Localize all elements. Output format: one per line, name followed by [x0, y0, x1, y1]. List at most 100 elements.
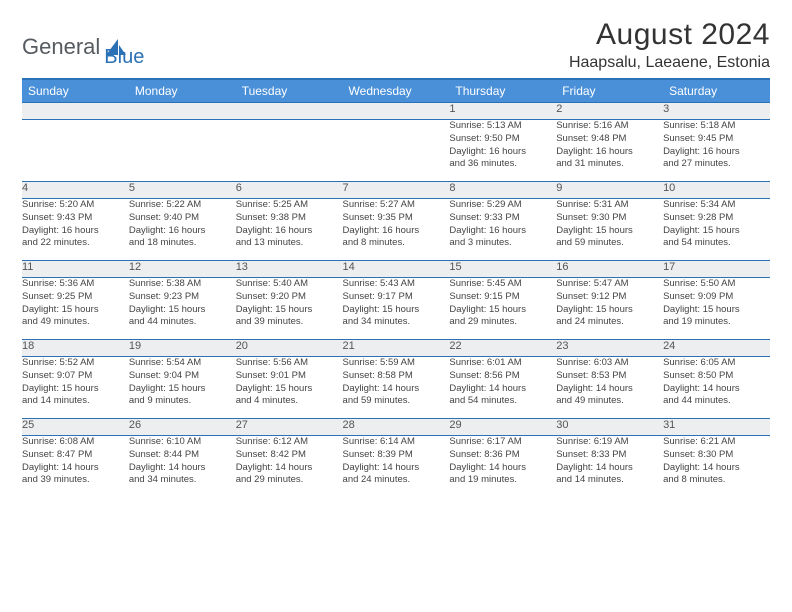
- day2-text: and 24 minutes.: [343, 474, 450, 487]
- day-number: 5: [129, 182, 236, 199]
- day-cell: Sunrise: 5:34 AMSunset: 9:28 PMDaylight:…: [663, 199, 770, 261]
- day-cell: Sunrise: 5:50 AMSunset: 9:09 PMDaylight:…: [663, 278, 770, 340]
- day-number-row: 18192021222324: [22, 340, 770, 357]
- day2-text: and 8 minutes.: [663, 474, 770, 487]
- day1-text: Daylight: 16 hours: [449, 225, 556, 238]
- sunset-text: Sunset: 8:30 PM: [663, 449, 770, 462]
- sunrise-text: Sunrise: 5:56 AM: [236, 357, 343, 370]
- day-content-row: Sunrise: 5:20 AMSunset: 9:43 PMDaylight:…: [22, 199, 770, 261]
- day1-text: Daylight: 15 hours: [343, 304, 450, 317]
- day2-text: and 3 minutes.: [449, 237, 556, 250]
- day1-text: Daylight: 15 hours: [22, 304, 129, 317]
- sunset-text: Sunset: 8:42 PM: [236, 449, 343, 462]
- day-cell: Sunrise: 5:29 AMSunset: 9:33 PMDaylight:…: [449, 199, 556, 261]
- day1-text: Daylight: 15 hours: [129, 304, 236, 317]
- day-cell: Sunrise: 5:52 AMSunset: 9:07 PMDaylight:…: [22, 357, 129, 419]
- sunset-text: Sunset: 9:43 PM: [22, 212, 129, 225]
- day1-text: Daylight: 16 hours: [236, 225, 343, 238]
- day-number: 29: [449, 419, 556, 436]
- day2-text: and 49 minutes.: [556, 395, 663, 408]
- sunset-text: Sunset: 9:01 PM: [236, 370, 343, 383]
- day-number: 18: [22, 340, 129, 357]
- sunrise-text: Sunrise: 5:31 AM: [556, 199, 663, 212]
- sunset-text: Sunset: 8:44 PM: [129, 449, 236, 462]
- day2-text: and 59 minutes.: [343, 395, 450, 408]
- day-number: 2: [556, 103, 663, 120]
- sunrise-text: Sunrise: 5:50 AM: [663, 278, 770, 291]
- sunrise-text: Sunrise: 5:45 AM: [449, 278, 556, 291]
- day-cell: Sunrise: 6:03 AMSunset: 8:53 PMDaylight:…: [556, 357, 663, 419]
- day-cell: Sunrise: 5:18 AMSunset: 9:45 PMDaylight:…: [663, 120, 770, 182]
- day2-text: and 29 minutes.: [449, 316, 556, 329]
- sunrise-text: Sunrise: 5:13 AM: [449, 120, 556, 133]
- day2-text: and 54 minutes.: [663, 237, 770, 250]
- day2-text: and 14 minutes.: [556, 474, 663, 487]
- sunrise-text: Sunrise: 5:16 AM: [556, 120, 663, 133]
- sunset-text: Sunset: 9:04 PM: [129, 370, 236, 383]
- day-content-row: Sunrise: 6:08 AMSunset: 8:47 PMDaylight:…: [22, 436, 770, 498]
- day2-text: and 8 minutes.: [343, 237, 450, 250]
- sunset-text: Sunset: 9:23 PM: [129, 291, 236, 304]
- day2-text: and 39 minutes.: [22, 474, 129, 487]
- day1-text: Daylight: 14 hours: [663, 462, 770, 475]
- sunset-text: Sunset: 9:09 PM: [663, 291, 770, 304]
- sunset-text: Sunset: 9:33 PM: [449, 212, 556, 225]
- sunrise-text: Sunrise: 5:18 AM: [663, 120, 770, 133]
- day-number: 11: [22, 261, 129, 278]
- page-title: August 2024: [569, 18, 770, 52]
- day1-text: Daylight: 14 hours: [236, 462, 343, 475]
- day-number: 12: [129, 261, 236, 278]
- day-cell: Sunrise: 5:59 AMSunset: 8:58 PMDaylight:…: [343, 357, 450, 419]
- page-header: General Blue August 2024 Haapsalu, Laeae…: [22, 18, 770, 72]
- sunrise-text: Sunrise: 6:12 AM: [236, 436, 343, 449]
- day-number: 10: [663, 182, 770, 199]
- day-cell: [22, 120, 129, 182]
- sunrise-text: Sunrise: 5:54 AM: [129, 357, 236, 370]
- day2-text: and 34 minutes.: [129, 474, 236, 487]
- sunset-text: Sunset: 9:38 PM: [236, 212, 343, 225]
- day2-text: and 19 minutes.: [663, 316, 770, 329]
- sunset-text: Sunset: 8:33 PM: [556, 449, 663, 462]
- day1-text: Daylight: 14 hours: [129, 462, 236, 475]
- day2-text: and 54 minutes.: [449, 395, 556, 408]
- sunset-text: Sunset: 8:56 PM: [449, 370, 556, 383]
- logo-text-1: General: [22, 34, 100, 60]
- sunrise-text: Sunrise: 6:10 AM: [129, 436, 236, 449]
- day1-text: Daylight: 14 hours: [343, 383, 450, 396]
- day1-text: Daylight: 15 hours: [236, 304, 343, 317]
- sunset-text: Sunset: 9:48 PM: [556, 133, 663, 146]
- day-header: Thursday: [449, 79, 556, 103]
- day2-text: and 4 minutes.: [236, 395, 343, 408]
- sunrise-text: Sunrise: 5:29 AM: [449, 199, 556, 212]
- sunset-text: Sunset: 9:45 PM: [663, 133, 770, 146]
- day-cell: Sunrise: 5:47 AMSunset: 9:12 PMDaylight:…: [556, 278, 663, 340]
- sunrise-text: Sunrise: 5:25 AM: [236, 199, 343, 212]
- day1-text: Daylight: 15 hours: [663, 225, 770, 238]
- day-header: Monday: [129, 79, 236, 103]
- calendar-table: Sunday Monday Tuesday Wednesday Thursday…: [22, 78, 770, 498]
- day-header: Sunday: [22, 79, 129, 103]
- sunrise-text: Sunrise: 5:22 AM: [129, 199, 236, 212]
- day1-text: Daylight: 14 hours: [663, 383, 770, 396]
- day2-text: and 13 minutes.: [236, 237, 343, 250]
- day2-text: and 39 minutes.: [236, 316, 343, 329]
- day1-text: Daylight: 16 hours: [22, 225, 129, 238]
- day1-text: Daylight: 16 hours: [556, 146, 663, 159]
- day-cell: Sunrise: 6:14 AMSunset: 8:39 PMDaylight:…: [343, 436, 450, 498]
- day-header-row: Sunday Monday Tuesday Wednesday Thursday…: [22, 79, 770, 103]
- sunrise-text: Sunrise: 6:14 AM: [343, 436, 450, 449]
- sunrise-text: Sunrise: 5:34 AM: [663, 199, 770, 212]
- day-cell: Sunrise: 6:12 AMSunset: 8:42 PMDaylight:…: [236, 436, 343, 498]
- day-cell: Sunrise: 5:20 AMSunset: 9:43 PMDaylight:…: [22, 199, 129, 261]
- day-number: 31: [663, 419, 770, 436]
- day-number: 22: [449, 340, 556, 357]
- day1-text: Daylight: 14 hours: [343, 462, 450, 475]
- sunset-text: Sunset: 9:35 PM: [343, 212, 450, 225]
- day2-text: and 34 minutes.: [343, 316, 450, 329]
- sunrise-text: Sunrise: 6:01 AM: [449, 357, 556, 370]
- sunset-text: Sunset: 9:12 PM: [556, 291, 663, 304]
- day-cell: [129, 120, 236, 182]
- sunrise-text: Sunrise: 5:20 AM: [22, 199, 129, 212]
- day2-text: and 59 minutes.: [556, 237, 663, 250]
- sunrise-text: Sunrise: 6:21 AM: [663, 436, 770, 449]
